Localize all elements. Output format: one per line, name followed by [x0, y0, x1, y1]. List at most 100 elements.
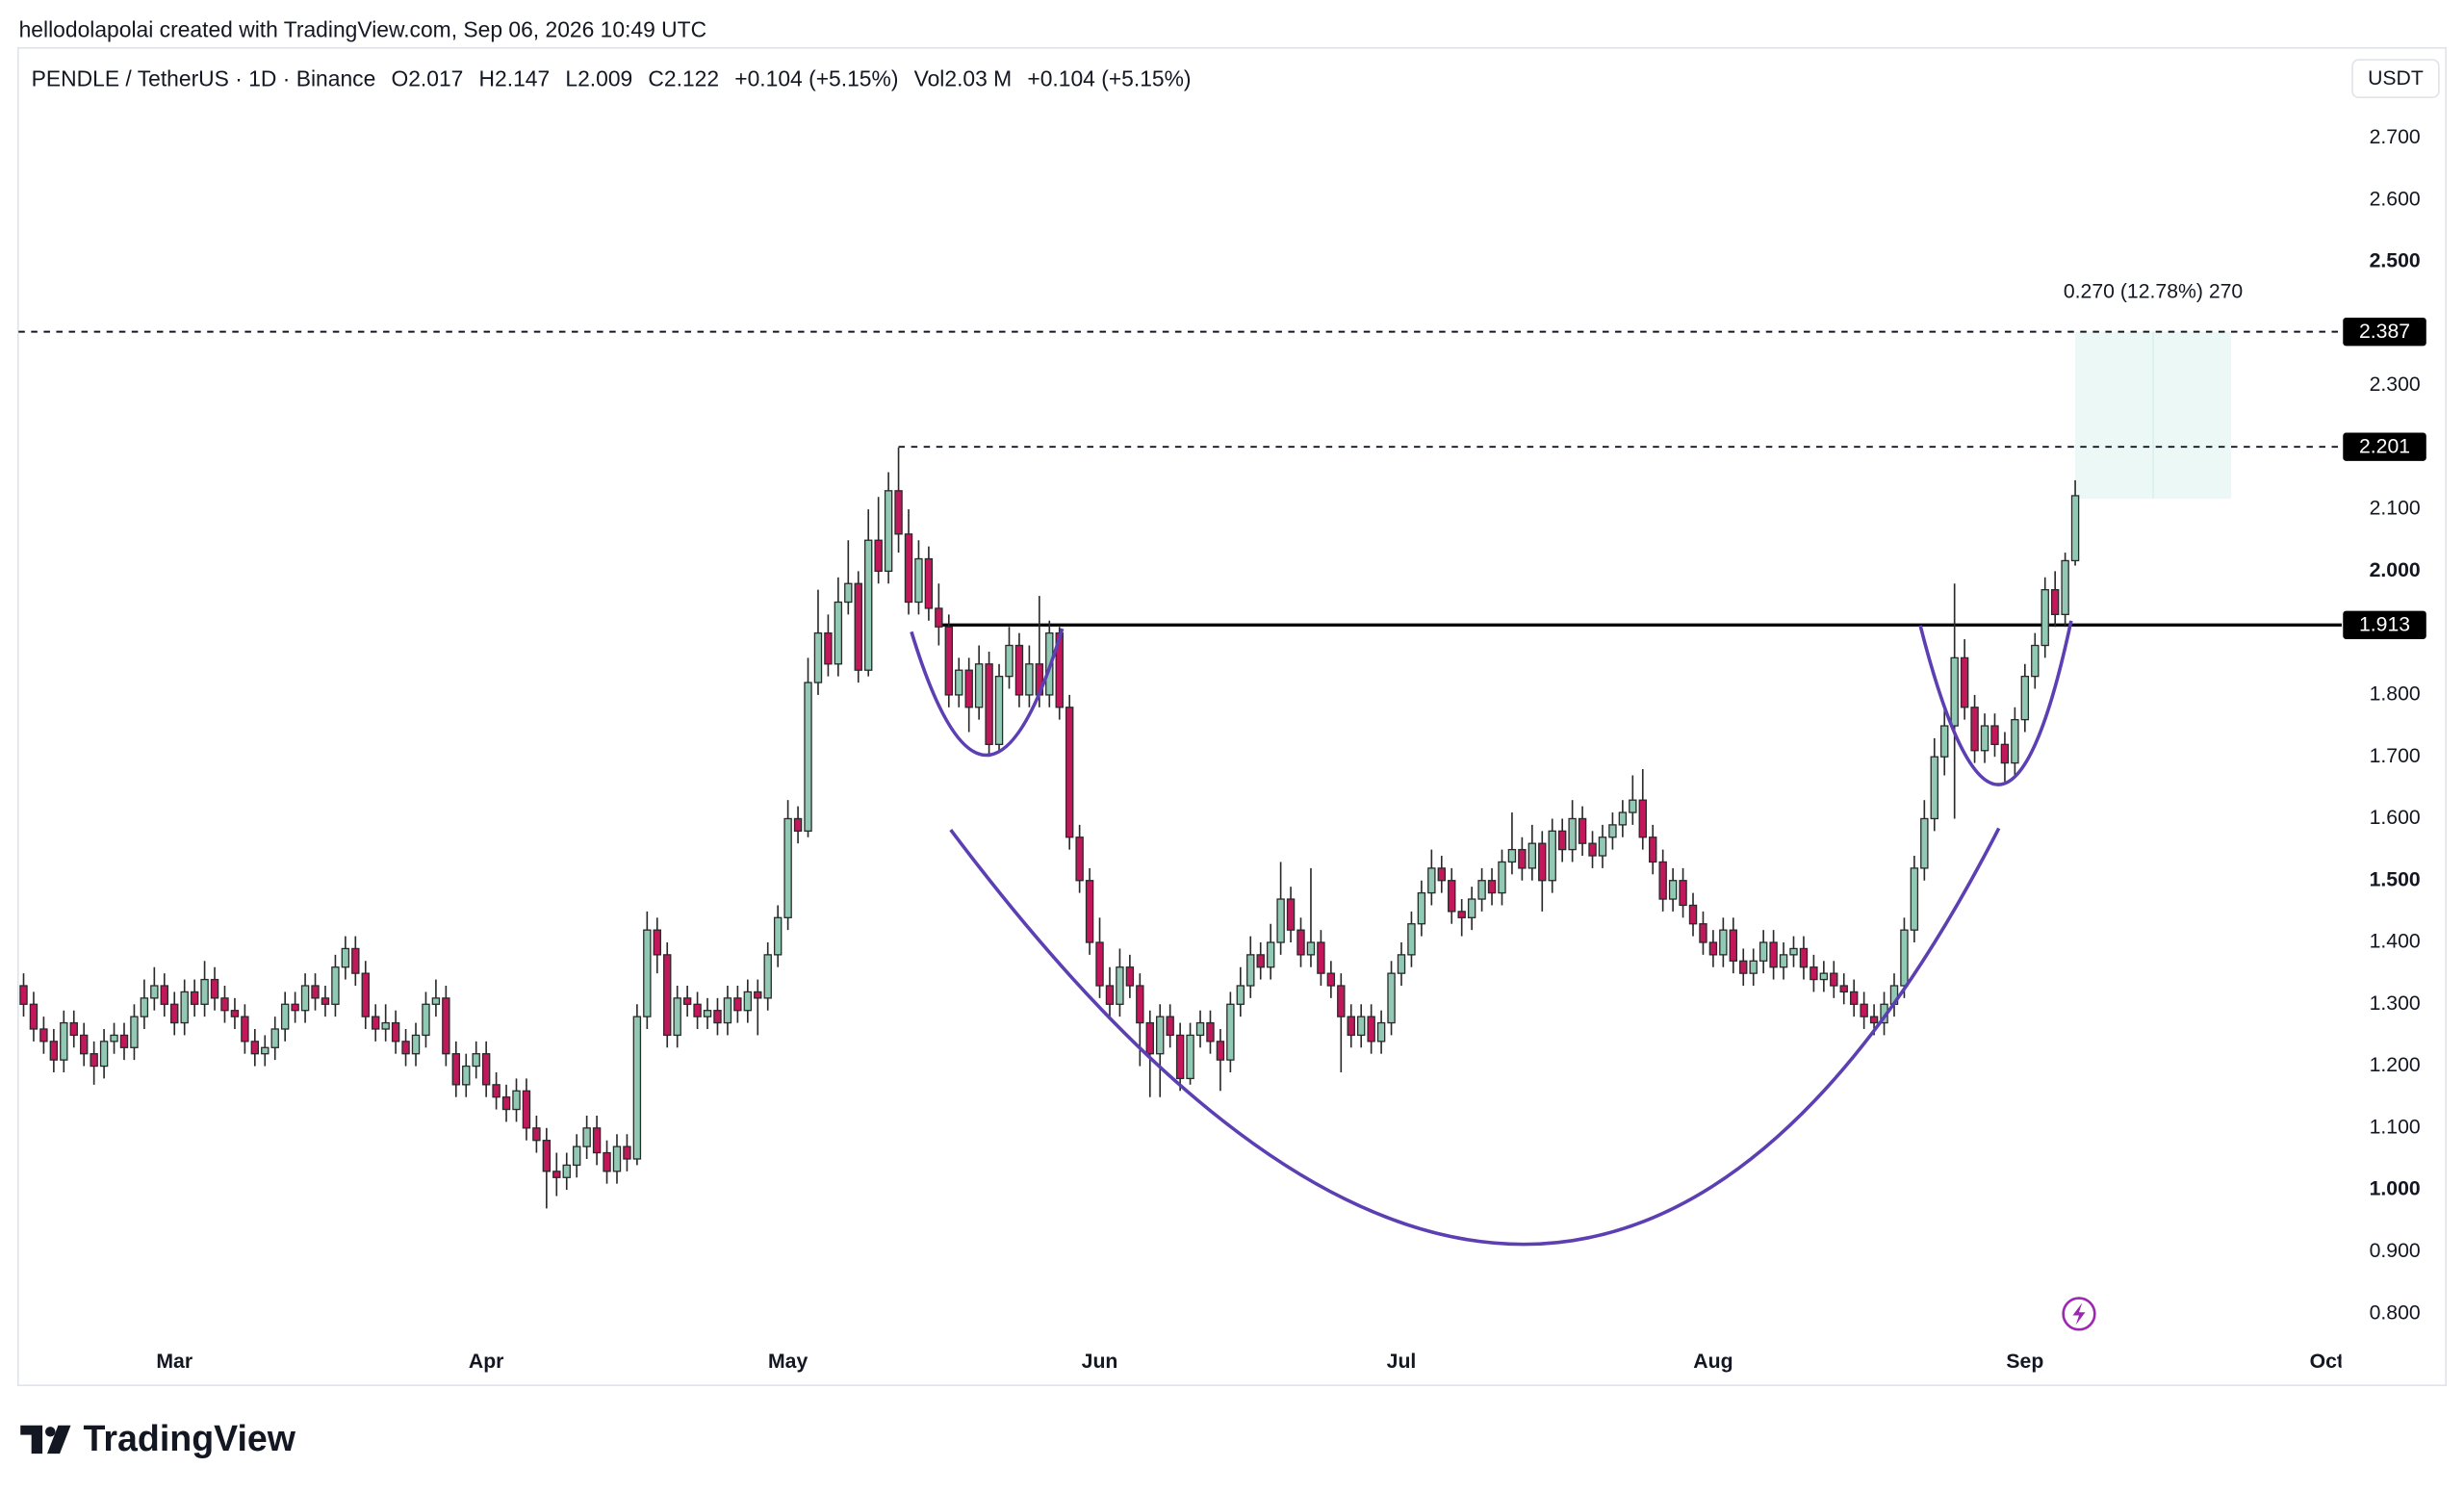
candle-body — [170, 1003, 179, 1024]
ohlc-label: C — [648, 65, 664, 90]
candle-body — [1095, 941, 1104, 987]
candle-body — [632, 1016, 642, 1160]
candle-body — [220, 997, 229, 1012]
candle-body — [1507, 848, 1517, 863]
candle-body — [964, 669, 973, 708]
candle-body — [1557, 830, 1567, 851]
candle-body — [60, 1021, 68, 1061]
x-tick-label: Aug — [1693, 1351, 1732, 1373]
candle-body — [1326, 972, 1336, 987]
candle-body — [1005, 644, 1014, 678]
candle-body — [1930, 756, 1938, 820]
candle-body — [1306, 941, 1316, 956]
currency[interactable]: USDT — [2368, 67, 2424, 90]
y-tick-label: 1.100 — [2370, 1116, 2421, 1138]
candle-body — [1195, 1021, 1205, 1037]
x-tick-label: Jun — [1082, 1351, 1118, 1373]
candle-body — [1749, 960, 1758, 974]
candle-body — [1276, 898, 1285, 943]
candle-body — [331, 966, 340, 1005]
candle-body — [1608, 824, 1617, 838]
alert-icon[interactable] — [2062, 1297, 2096, 1331]
candle-body — [1387, 972, 1396, 1024]
candle-body — [1175, 1034, 1185, 1080]
candle-body — [914, 557, 923, 604]
candle-body — [1136, 985, 1144, 1024]
candle-body — [1598, 837, 1607, 857]
measure-layer: 0.270 (12.78%) 270 — [2064, 280, 2243, 500]
candle-body — [1236, 985, 1245, 1005]
candle-body — [994, 675, 1004, 745]
y-tick-label: 1.600 — [2370, 807, 2421, 829]
candle-body — [99, 1041, 109, 1068]
candle-body — [1226, 1003, 1235, 1061]
candle-body — [1538, 842, 1547, 882]
candle-body — [612, 1145, 622, 1172]
x-tick-label: Apr — [469, 1351, 504, 1373]
candle-body — [1629, 799, 1637, 813]
candle-body — [1467, 898, 1476, 918]
candle-body — [944, 626, 954, 696]
candle-body — [552, 1171, 561, 1178]
candle-body — [522, 1090, 531, 1129]
candle-body — [250, 1041, 260, 1055]
candle-body — [190, 991, 199, 1005]
brand: TradingView — [84, 1418, 296, 1458]
candle-body — [884, 490, 893, 573]
candle-body — [1920, 817, 1929, 869]
alert-bolt[interactable] — [2072, 1302, 2086, 1326]
candle-body — [562, 1164, 571, 1178]
candle-body — [1156, 1016, 1165, 1055]
candle-body — [2031, 644, 2040, 678]
price-tag-label: 2.387 — [2359, 321, 2410, 343]
candle-body — [512, 1090, 521, 1111]
candle-body — [1216, 1041, 1225, 1061]
candle-body — [2050, 589, 2060, 616]
attribution: hellodolapolai created with TradingView.… — [19, 17, 707, 42]
candle-body — [300, 985, 310, 1012]
candle-body — [1518, 848, 1527, 869]
candle-body — [291, 1003, 299, 1012]
candle-body — [1970, 707, 1979, 752]
candle-body — [69, 1021, 78, 1037]
candle-body — [935, 607, 943, 628]
candle-body — [673, 997, 681, 1037]
candle-body — [1588, 842, 1597, 857]
candle-body — [270, 1028, 279, 1048]
candle-body — [1527, 842, 1537, 869]
candle-body — [1186, 1034, 1194, 1080]
candle-body — [1649, 837, 1657, 863]
y-tick-label: 1.500 — [2370, 868, 2421, 890]
candle-body — [1830, 972, 1838, 987]
candle-body — [1286, 898, 1296, 931]
candle-body — [1075, 837, 1084, 882]
candle-body — [351, 947, 360, 974]
logo-shape — [46, 1425, 71, 1454]
candle-body — [582, 1127, 591, 1147]
candle-body — [431, 997, 441, 1005]
candle-body — [1427, 867, 1436, 894]
candle-body — [1819, 972, 1829, 981]
candle-body — [844, 582, 853, 604]
candle-body — [1688, 904, 1698, 925]
y-tick-label: 1.700 — [2370, 745, 2421, 767]
candle-body — [391, 1021, 400, 1043]
x-tick-label: Jul — [1387, 1351, 1417, 1373]
candle-body — [451, 1053, 461, 1086]
candle-body — [2061, 559, 2069, 616]
y-tick-label: 1.200 — [2370, 1054, 2421, 1076]
candle-body — [39, 1028, 48, 1043]
logo-shape — [45, 1427, 56, 1437]
candle-body — [1206, 1021, 1215, 1043]
candle-body — [462, 1065, 471, 1086]
candle-body — [1980, 725, 1989, 752]
candle-body — [1437, 867, 1446, 882]
candle-body — [1296, 929, 1305, 956]
candle-body — [210, 978, 219, 999]
candle-body — [481, 1053, 491, 1086]
currency-box[interactable] — [2351, 59, 2440, 99]
volume-label: Vol — [914, 65, 945, 90]
candle-body — [723, 997, 732, 1024]
candle-body — [653, 929, 661, 956]
